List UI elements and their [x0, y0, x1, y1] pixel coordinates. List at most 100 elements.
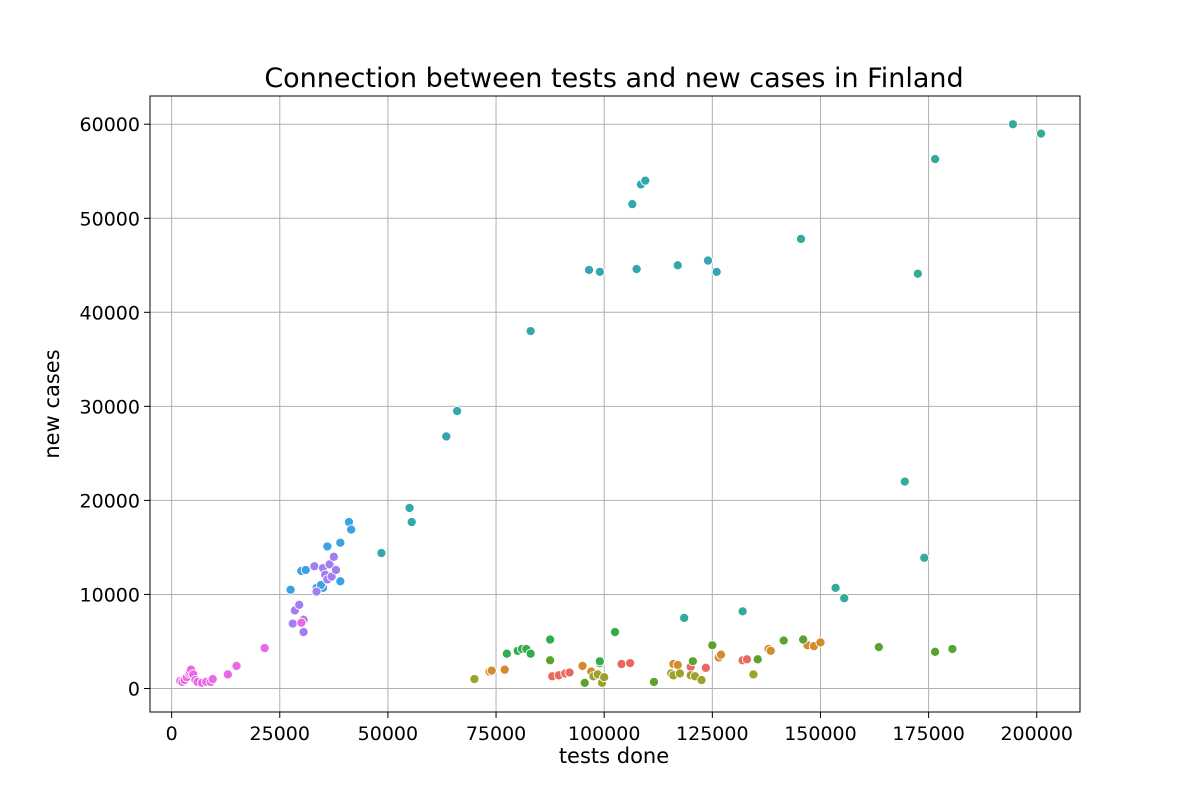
- data-point: [830, 582, 841, 593]
- y-tick-label: 60000: [80, 114, 140, 136]
- data-point: [285, 584, 296, 595]
- data-point: [748, 669, 759, 680]
- data-point: [330, 564, 342, 576]
- y-tick-label: 50000: [80, 208, 140, 230]
- data-point: [715, 649, 727, 660]
- data-point: [594, 656, 605, 667]
- data-point: [346, 524, 357, 535]
- data-point: [231, 660, 242, 671]
- data-point: [674, 668, 685, 679]
- data-point: [1007, 119, 1019, 130]
- series-9: [175, 617, 307, 688]
- series-1: [484, 637, 826, 677]
- data-point: [616, 658, 627, 670]
- data-point: [376, 548, 387, 559]
- data-point: [919, 552, 930, 563]
- data-point: [499, 664, 510, 675]
- data-point: [222, 669, 233, 680]
- x-tick-label: 150000: [784, 723, 857, 745]
- data-point: [259, 642, 270, 654]
- data-point: [696, 674, 707, 686]
- x-tick-label: 75000: [466, 723, 526, 745]
- data-point: [296, 617, 307, 628]
- data-point: [912, 268, 923, 279]
- chart-title: Connection between tests and new cases i…: [264, 63, 963, 94]
- series-4: [501, 627, 621, 667]
- data-point: [873, 642, 884, 653]
- x-tick-label: 100000: [568, 723, 641, 745]
- data-point: [328, 551, 339, 562]
- data-point: [839, 593, 850, 604]
- data-point: [707, 640, 718, 651]
- x-tick-label: 25000: [250, 723, 310, 745]
- data-point: [545, 634, 556, 645]
- y-tick-label: 0: [128, 678, 140, 700]
- data-point: [640, 175, 651, 186]
- data-point: [1036, 128, 1047, 139]
- x-tick-label: 50000: [358, 723, 418, 745]
- data-point: [648, 676, 659, 687]
- data-point: [687, 656, 698, 667]
- data-point: [765, 645, 776, 656]
- x-tick-label: 125000: [676, 723, 749, 745]
- data-point: [335, 537, 346, 548]
- data-point: [579, 677, 590, 688]
- data-point: [752, 654, 763, 665]
- data-point: [711, 266, 722, 277]
- grid-lines: [150, 96, 1080, 712]
- series-7: [285, 516, 357, 595]
- data-point: [525, 326, 536, 337]
- data-point: [631, 263, 642, 275]
- data-point: [287, 618, 298, 629]
- data-point: [672, 260, 683, 271]
- data-point: [737, 606, 748, 617]
- series-0: [547, 654, 752, 682]
- series-6: [376, 175, 722, 559]
- x-tick-label: 200000: [1000, 723, 1073, 745]
- data-point: [702, 255, 714, 266]
- y-tick-label: 30000: [80, 396, 140, 418]
- data-point: [930, 646, 941, 657]
- data-point: [309, 561, 320, 572]
- y-tick-label: 40000: [80, 302, 140, 324]
- data-point: [486, 665, 497, 676]
- x-axis-ticks: 0 25000 50000 75000 100000 125000 150000 175000…: [166, 712, 1073, 745]
- data-point: [594, 266, 605, 277]
- plot-frame: [149, 95, 1081, 713]
- data-point: [599, 672, 610, 683]
- data-point: [947, 643, 958, 655]
- data-point: [406, 516, 417, 528]
- x-tick-label: 0: [166, 723, 178, 745]
- data-point: [577, 660, 588, 671]
- data-point: [335, 576, 346, 587]
- data-point: [311, 586, 322, 597]
- data-point: [324, 559, 335, 570]
- data-point: [679, 612, 690, 624]
- data-point: [672, 659, 683, 671]
- data-point: [930, 153, 941, 165]
- data-point: [609, 627, 621, 638]
- data-point: [741, 654, 752, 665]
- data-point: [469, 674, 480, 685]
- data-point: [795, 233, 807, 244]
- data-point: [441, 431, 452, 442]
- data-point: [501, 648, 512, 659]
- data-point: [452, 406, 463, 417]
- y-tick-label: 20000: [80, 490, 140, 512]
- data-point: [564, 667, 575, 678]
- data-point: [322, 541, 333, 552]
- data-point: [899, 476, 910, 487]
- data-point: [298, 627, 309, 638]
- x-axis-label: tests done: [559, 744, 669, 768]
- y-axis-ticks: 0 10000 20000 30000 40000 50000 60000: [80, 114, 150, 700]
- data-point: [300, 564, 311, 576]
- x-tick-label: 175000: [892, 723, 965, 745]
- data-point: [798, 634, 809, 645]
- data-point: [545, 655, 556, 666]
- data-point: [625, 658, 636, 669]
- data-point: [583, 264, 595, 276]
- data-point: [207, 674, 218, 685]
- data-point: [525, 648, 536, 659]
- data-points: [175, 119, 1047, 688]
